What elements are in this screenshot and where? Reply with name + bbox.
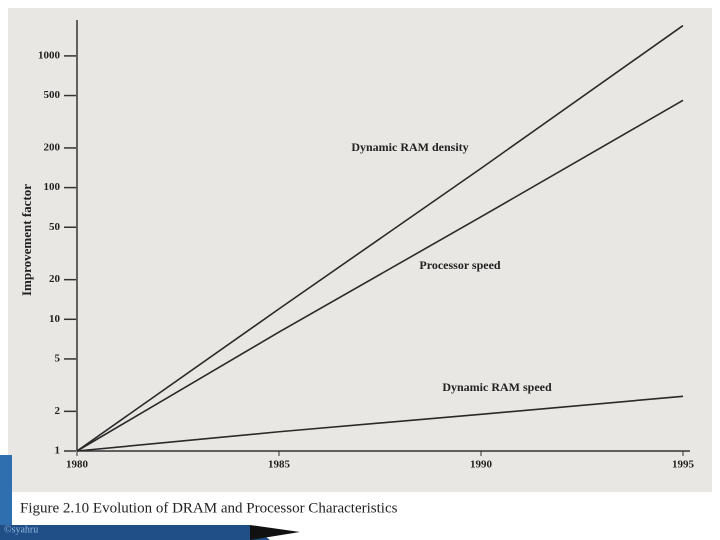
y-tick-label: 200 [44,141,61,153]
x-tick-label: 1990 [470,459,493,471]
decor-stripe [0,525,270,540]
y-tick-label: 1 [55,445,61,457]
series-line [76,24,684,452]
series-label: Dynamic RAM density [351,140,468,154]
decor-bar [0,455,12,540]
x-tick-label: 1995 [672,459,695,471]
y-tick-label: 50 [49,221,61,233]
y-tick-label: 20 [49,273,61,285]
y-tick-label: 10 [49,313,61,325]
caption: Figure 2.10 Evolution of DRAM and Proces… [20,500,398,516]
footer: ©syahru [4,524,38,535]
y-tick-label: 500 [44,89,61,101]
series-label: Dynamic RAM speed [442,380,552,394]
series-line [76,395,684,452]
x-tick-label: 1980 [66,459,89,471]
series-line [76,99,684,452]
series-label: Processor speed [419,258,501,272]
x-tick-label: 1985 [268,459,291,471]
y-axis-label: Improvement factor [19,184,34,296]
y-tick-label: 5 [55,352,61,364]
y-tick-label: 2 [55,405,61,417]
y-tick-label: 1000 [38,49,61,61]
y-tick-label: 100 [44,181,61,193]
decor-arrow [250,525,300,540]
